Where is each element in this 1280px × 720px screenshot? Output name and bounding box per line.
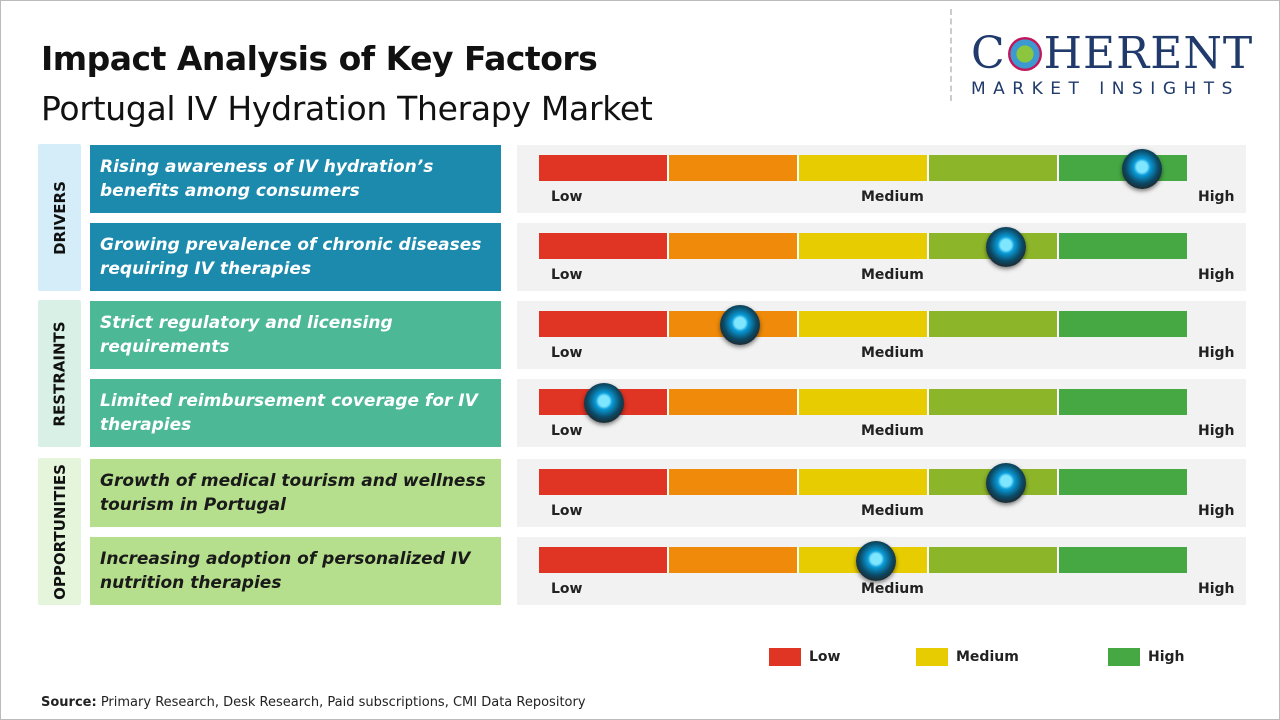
impact-bar bbox=[539, 389, 1187, 415]
factor-label: Limited reimbursement coverage for IV th… bbox=[90, 379, 501, 447]
category-label: RESTRAINTS bbox=[50, 320, 69, 427]
bar-segment bbox=[539, 311, 669, 337]
impact-bar bbox=[539, 233, 1187, 259]
scale-medium-label: Medium bbox=[861, 503, 924, 519]
scale-high-label: High bbox=[1198, 423, 1235, 439]
scale-high-label: High bbox=[1198, 581, 1235, 597]
impact-marker bbox=[985, 463, 1026, 503]
impact-meter: Low Medium High bbox=[517, 145, 1246, 213]
factor-label: Growth of medical tourism and wellness t… bbox=[90, 459, 501, 527]
impact-marker bbox=[719, 305, 760, 345]
category-label: OPPORTUNITIES bbox=[50, 463, 69, 600]
scale-low-label: Low bbox=[551, 267, 583, 283]
scale-medium-label: Medium bbox=[861, 267, 924, 283]
factor-label: Increasing adoption of personalized IV n… bbox=[90, 537, 501, 605]
scale-low-label: Low bbox=[551, 423, 583, 439]
impact-meter: Low Medium High bbox=[517, 459, 1246, 527]
scale-high-label: High bbox=[1198, 345, 1235, 361]
factor-label: Strict regulatory and licensing requirem… bbox=[90, 301, 501, 369]
factor-label: Rising awareness of IV hydration’s benef… bbox=[90, 145, 501, 213]
legend-label: Medium bbox=[956, 649, 1019, 665]
impact-marker bbox=[855, 541, 896, 581]
scale-high-label: High bbox=[1198, 267, 1235, 283]
impact-bar bbox=[539, 469, 1187, 495]
scale-medium-label: Medium bbox=[861, 345, 924, 361]
bar-segment bbox=[669, 469, 799, 495]
factor-label: Growing prevalence of chronic diseases r… bbox=[90, 223, 501, 291]
globe-icon bbox=[1007, 37, 1042, 71]
bar-segment bbox=[929, 389, 1059, 415]
category-label: DRIVERS bbox=[50, 180, 69, 255]
source-note: Source: Primary Research, Desk Research,… bbox=[41, 695, 586, 710]
bar-segment bbox=[929, 311, 1059, 337]
impact-bar bbox=[539, 311, 1187, 337]
legend-label: High bbox=[1148, 649, 1185, 665]
bar-segment bbox=[669, 233, 799, 259]
page-subtitle: Portugal IV Hydration Therapy Market bbox=[41, 89, 653, 128]
impact-meter: Low Medium High bbox=[517, 537, 1246, 605]
bar-segment bbox=[1059, 547, 1187, 573]
bar-segment bbox=[799, 155, 929, 181]
scale-medium-label: Medium bbox=[861, 423, 924, 439]
bar-segment bbox=[799, 389, 929, 415]
impact-meter: Low Medium High bbox=[517, 223, 1246, 291]
bar-segment bbox=[539, 155, 669, 181]
legend-swatch bbox=[769, 648, 801, 666]
scale-high-label: High bbox=[1198, 189, 1235, 205]
divider bbox=[950, 9, 952, 101]
bar-segment bbox=[799, 469, 929, 495]
legend-swatch bbox=[916, 648, 948, 666]
category-drivers: DRIVERS bbox=[38, 144, 81, 291]
bar-segment bbox=[1059, 233, 1187, 259]
bar-segment bbox=[669, 547, 799, 573]
legend-item: High bbox=[1108, 648, 1185, 666]
scale-low-label: Low bbox=[551, 503, 583, 519]
bar-segment bbox=[929, 155, 1059, 181]
impact-meter: Low Medium High bbox=[517, 301, 1246, 369]
bar-segment bbox=[1059, 389, 1187, 415]
legend-item: Low bbox=[769, 648, 840, 666]
bar-segment bbox=[1059, 311, 1187, 337]
scale-high-label: High bbox=[1198, 503, 1235, 519]
impact-marker bbox=[985, 227, 1026, 267]
impact-meter: Low Medium High bbox=[517, 379, 1246, 447]
bar-segment bbox=[799, 311, 929, 337]
bar-segment bbox=[669, 155, 799, 181]
legend-item: Medium bbox=[916, 648, 1019, 666]
category-restraints: RESTRAINTS bbox=[38, 300, 81, 447]
scale-medium-label: Medium bbox=[861, 189, 924, 205]
scale-medium-label: Medium bbox=[861, 581, 924, 597]
bar-segment bbox=[669, 389, 799, 415]
impact-bar bbox=[539, 155, 1187, 181]
impact-marker bbox=[583, 383, 624, 423]
bar-segment bbox=[929, 547, 1059, 573]
legend-swatch bbox=[1108, 648, 1140, 666]
page-title: Impact Analysis of Key Factors bbox=[41, 39, 598, 78]
scale-low-label: Low bbox=[551, 189, 583, 205]
legend-label: Low bbox=[809, 649, 841, 665]
scale-low-label: Low bbox=[551, 581, 583, 597]
scale-low-label: Low bbox=[551, 345, 583, 361]
bar-segment bbox=[1059, 469, 1187, 495]
impact-marker bbox=[1121, 149, 1162, 189]
bar-segment bbox=[539, 233, 669, 259]
logo: C HERENT MARKET INSIGHTS bbox=[971, 28, 1254, 100]
category-opportunities: OPPORTUNITIES bbox=[38, 458, 81, 605]
bar-segment bbox=[539, 469, 669, 495]
bar-segment bbox=[539, 547, 669, 573]
bar-segment bbox=[799, 233, 929, 259]
